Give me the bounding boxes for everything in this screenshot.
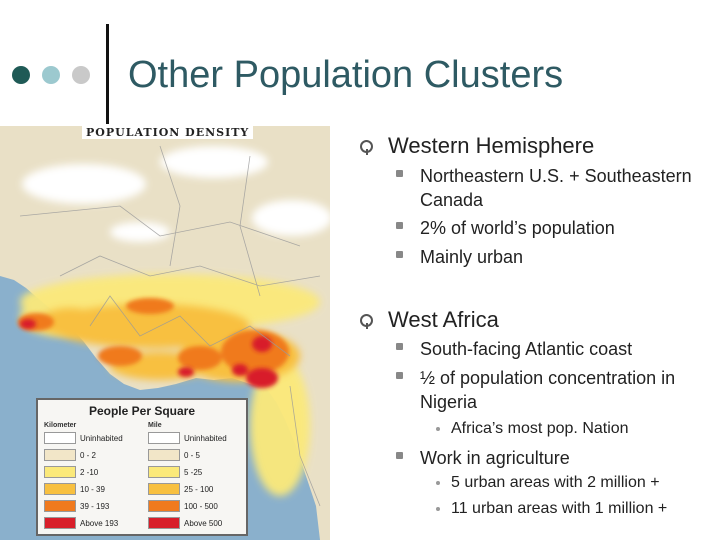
- list-item-text: ½ of population concentration in Nigeria: [420, 368, 676, 412]
- square-bullet-icon: [396, 251, 403, 258]
- legend-col-mile: Mile: [148, 422, 162, 429]
- dot-mid: [42, 66, 60, 84]
- legend-swatch: [148, 432, 180, 444]
- slide-title: Other Population Clusters: [128, 54, 564, 96]
- legend-label: 0 - 2: [80, 451, 97, 460]
- list-item-text: Northeastern U.S. + Southeastern Canada: [420, 166, 692, 210]
- dot-bullet-icon: [436, 481, 440, 485]
- section-heading: West Africa: [388, 307, 499, 332]
- legend-label: 5 -25: [184, 468, 203, 477]
- list-item-text: 2% of world’s population: [420, 218, 615, 238]
- legend-row-km: 10 - 39: [44, 483, 144, 495]
- sub-list-item-text: 11 urban areas with 1 million +: [451, 500, 668, 517]
- ring-bullet-tick: [366, 323, 368, 329]
- legend-row-mile: 25 - 100: [148, 483, 248, 495]
- title-divider: [106, 24, 109, 124]
- legend-swatch: [148, 483, 180, 495]
- legend-label: Above 193: [80, 519, 119, 528]
- legend-swatch: [44, 449, 76, 461]
- legend-swatch: [148, 517, 180, 529]
- legend-row-mile: 100 - 500: [148, 500, 248, 512]
- legend-row-km: 0 - 2: [44, 449, 144, 461]
- legend-row-mile: Above 500: [148, 517, 248, 529]
- legend-label: Uninhabited: [184, 434, 227, 443]
- section-heading: Western Hemisphere: [388, 133, 595, 158]
- legend-label: 0 - 5: [184, 451, 201, 460]
- legend-swatch: [148, 500, 180, 512]
- legend-row-km: Above 193: [44, 517, 144, 529]
- dot-bullet-icon: [436, 427, 440, 431]
- square-bullet-icon: [396, 343, 403, 350]
- square-bullet-icon: [396, 170, 403, 177]
- legend-label: 25 - 100: [184, 485, 214, 494]
- legend-swatch: [148, 466, 180, 478]
- legend-label: 2 -10: [80, 468, 99, 477]
- sub-list-item-text: Africa’s most pop. Nation: [451, 420, 629, 437]
- legend-swatch: [44, 517, 76, 529]
- legend-row-km: 39 - 193: [44, 500, 144, 512]
- dot-bullet-icon: [436, 507, 440, 511]
- legend-label: 100 - 500: [184, 502, 218, 511]
- legend-label: 39 - 193: [80, 502, 110, 511]
- legend-col-kilometer: Kilometer: [44, 422, 77, 429]
- square-bullet-icon: [396, 222, 403, 229]
- legend-row-km: 2 -10: [44, 466, 144, 478]
- list-item-text: Mainly urban: [420, 247, 524, 267]
- map-heading: POPULATION DENSITY: [82, 126, 254, 139]
- dot-light: [72, 66, 90, 84]
- legend-row-mile: 5 -25: [148, 466, 248, 478]
- legend-swatch: [44, 466, 76, 478]
- ring-bullet-tick: [366, 149, 368, 155]
- slide-content: Western Hemisphere Northeastern U.S. + S…: [360, 0, 720, 540]
- square-bullet-icon: [396, 452, 403, 459]
- legend-swatch: [148, 449, 180, 461]
- square-bullet-icon: [396, 372, 403, 379]
- legend-label: 10 - 39: [80, 485, 105, 494]
- population-density-map: POPULATION DENSITY People Per Square Kil…: [0, 126, 330, 540]
- legend-label: Above 500: [184, 519, 223, 528]
- dot-dark: [12, 66, 30, 84]
- legend-label: Uninhabited: [80, 434, 123, 443]
- legend-swatch: [44, 500, 76, 512]
- legend-swatch: [44, 483, 76, 495]
- legend-swatch: [44, 432, 76, 444]
- legend-row-km: Uninhabited: [44, 432, 144, 444]
- list-item-text: Work in agriculture: [420, 448, 570, 468]
- list-item-text: South-facing Atlantic coast: [420, 339, 633, 359]
- map-legend: People Per Square Kilometer Mile Uninhab…: [36, 398, 248, 536]
- legend-title: People Per Square: [88, 404, 196, 418]
- legend-row-mile: 0 - 5: [148, 449, 248, 461]
- legend-row-mile: Uninhabited: [148, 432, 248, 444]
- sub-list-item-text: 5 urban areas with 2 million +: [451, 474, 660, 491]
